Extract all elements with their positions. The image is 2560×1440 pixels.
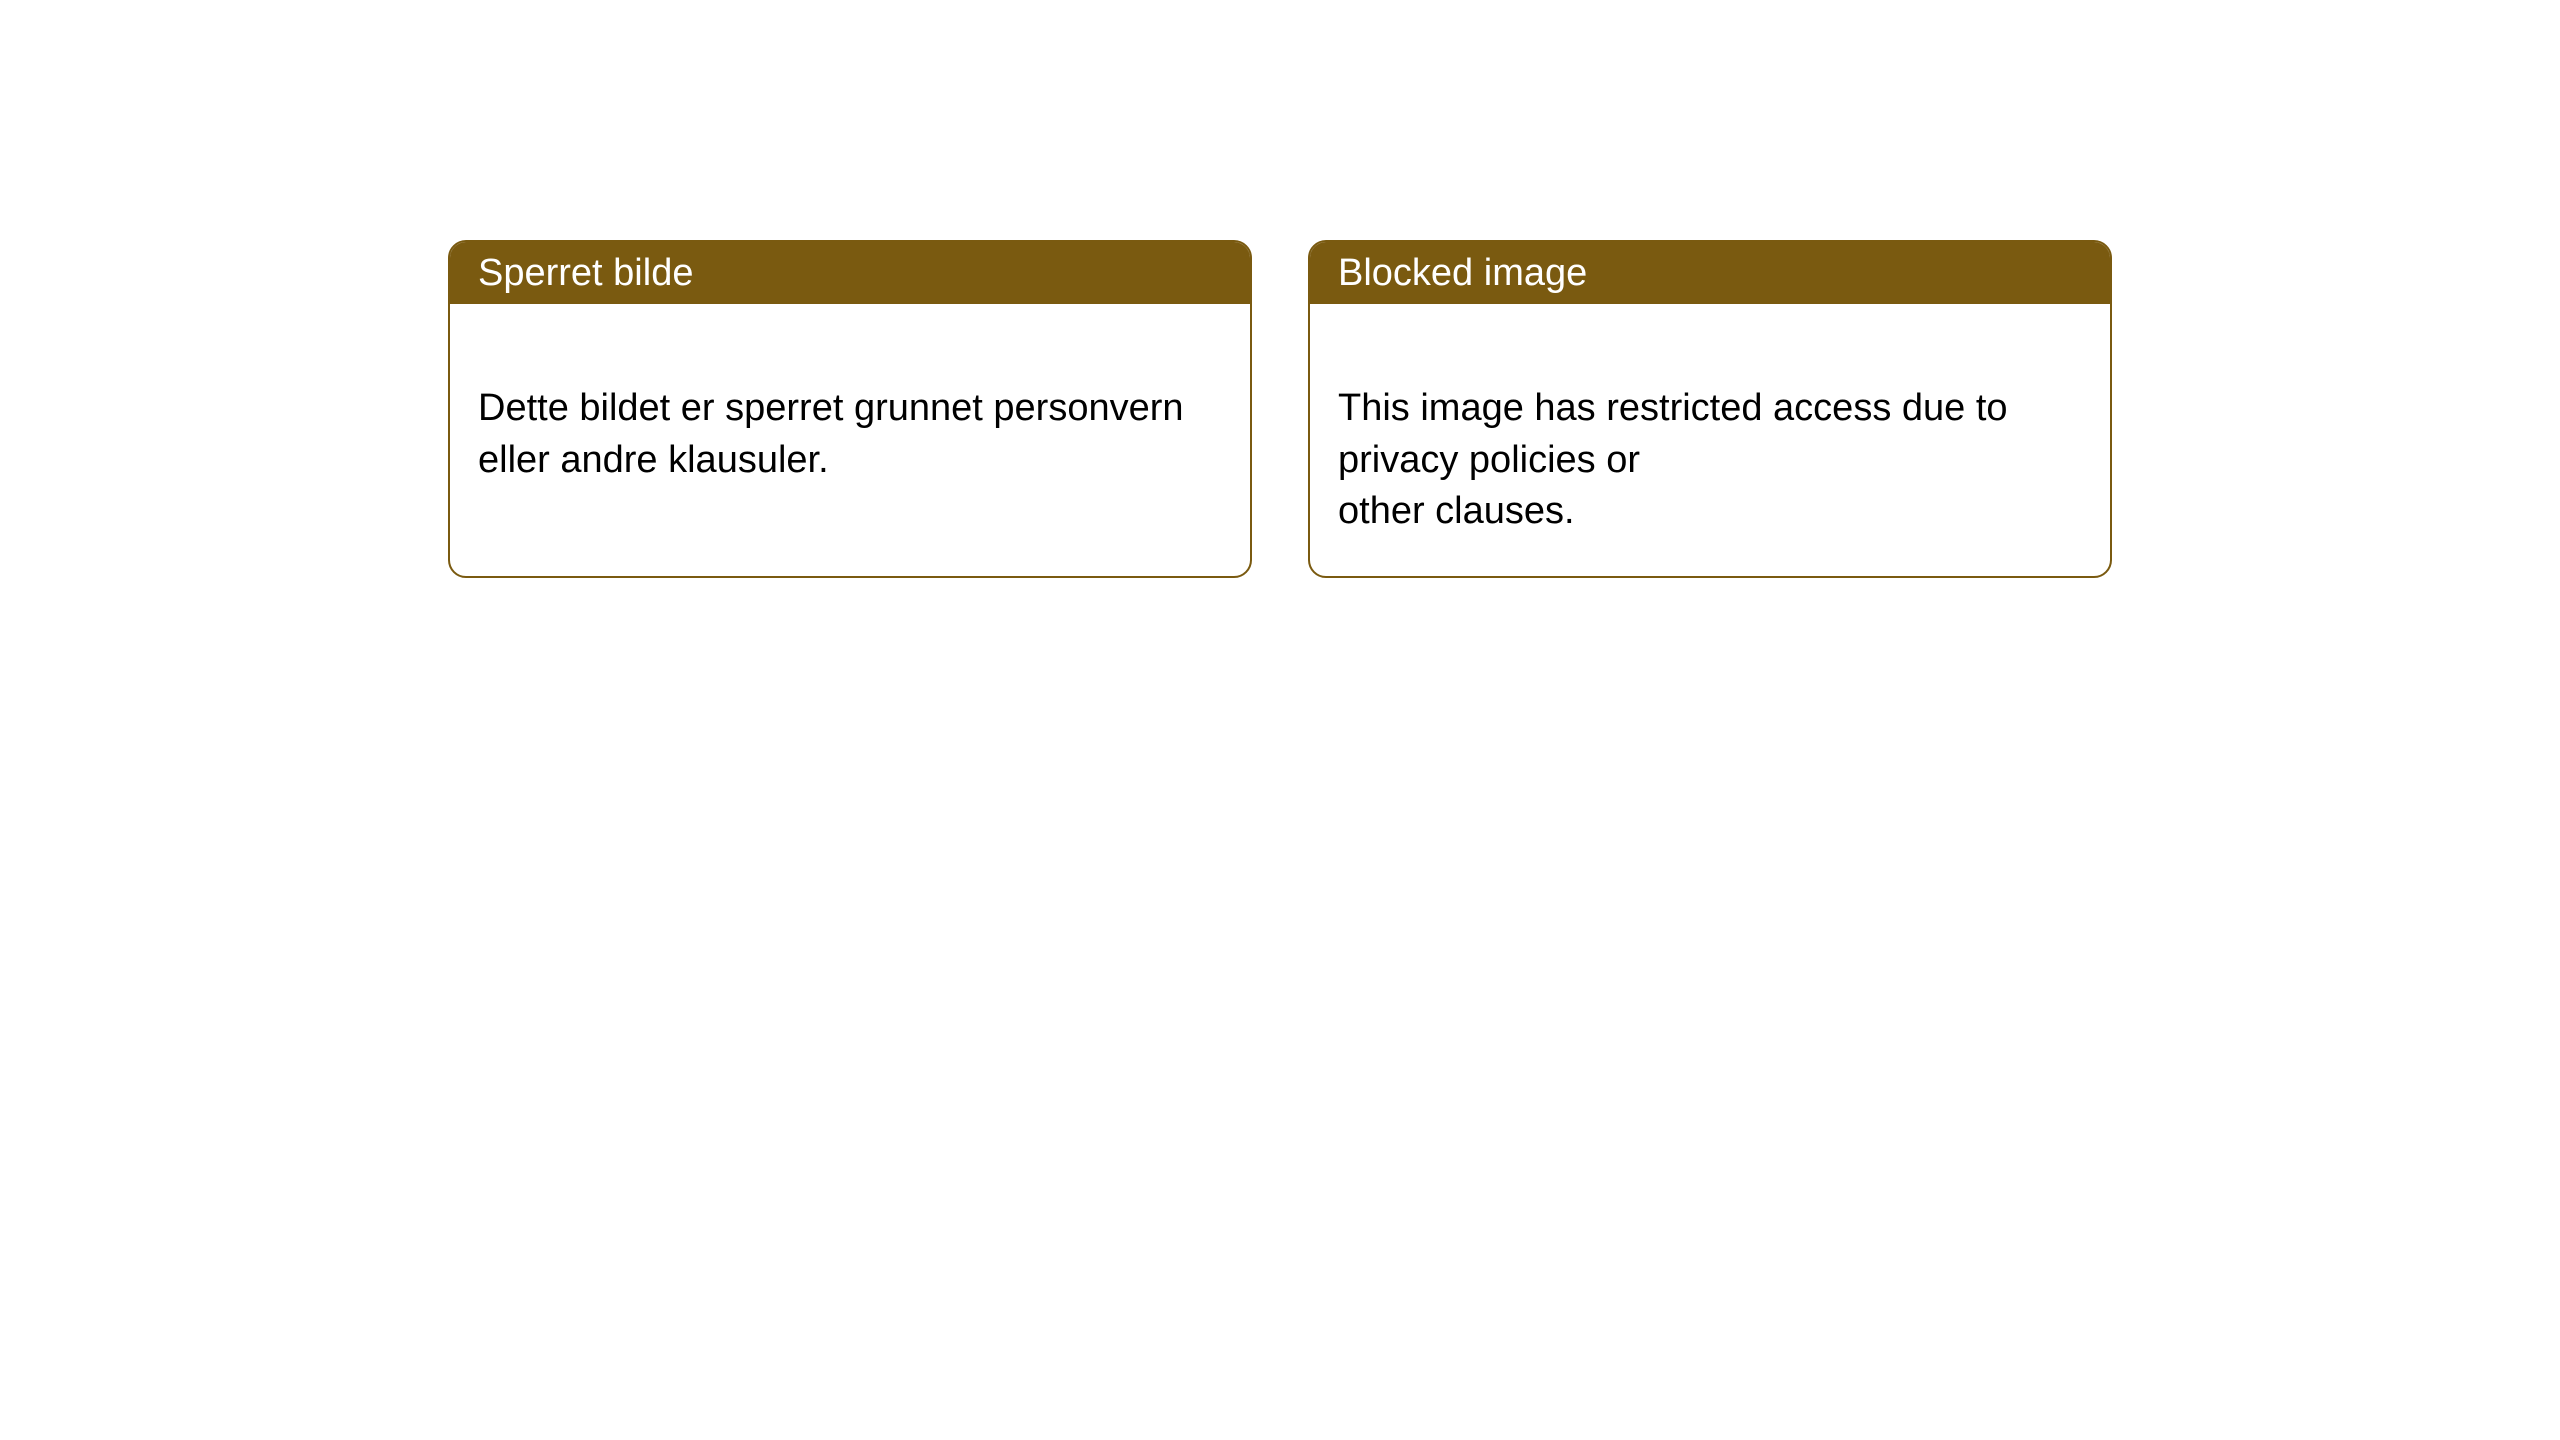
card-body-norwegian: Dette bildet er sperret grunnet personve… (450, 304, 1250, 576)
card-body-text: This image has restricted access due to … (1338, 387, 2008, 532)
card-title: Blocked image (1338, 252, 1587, 295)
card-header-english: Blocked image (1310, 242, 2110, 304)
card-header-norwegian: Sperret bilde (450, 242, 1250, 304)
card-title: Sperret bilde (478, 252, 693, 295)
page-canvas: Sperret bilde Dette bildet er sperret gr… (0, 0, 2560, 1440)
card-english: Blocked image This image has restricted … (1308, 240, 2112, 578)
cards-row: Sperret bilde Dette bildet er sperret gr… (448, 240, 2112, 578)
card-body-english: This image has restricted access due to … (1310, 304, 2110, 576)
card-norwegian: Sperret bilde Dette bildet er sperret gr… (448, 240, 1252, 578)
card-body-text: Dette bildet er sperret grunnet personve… (478, 387, 1184, 480)
